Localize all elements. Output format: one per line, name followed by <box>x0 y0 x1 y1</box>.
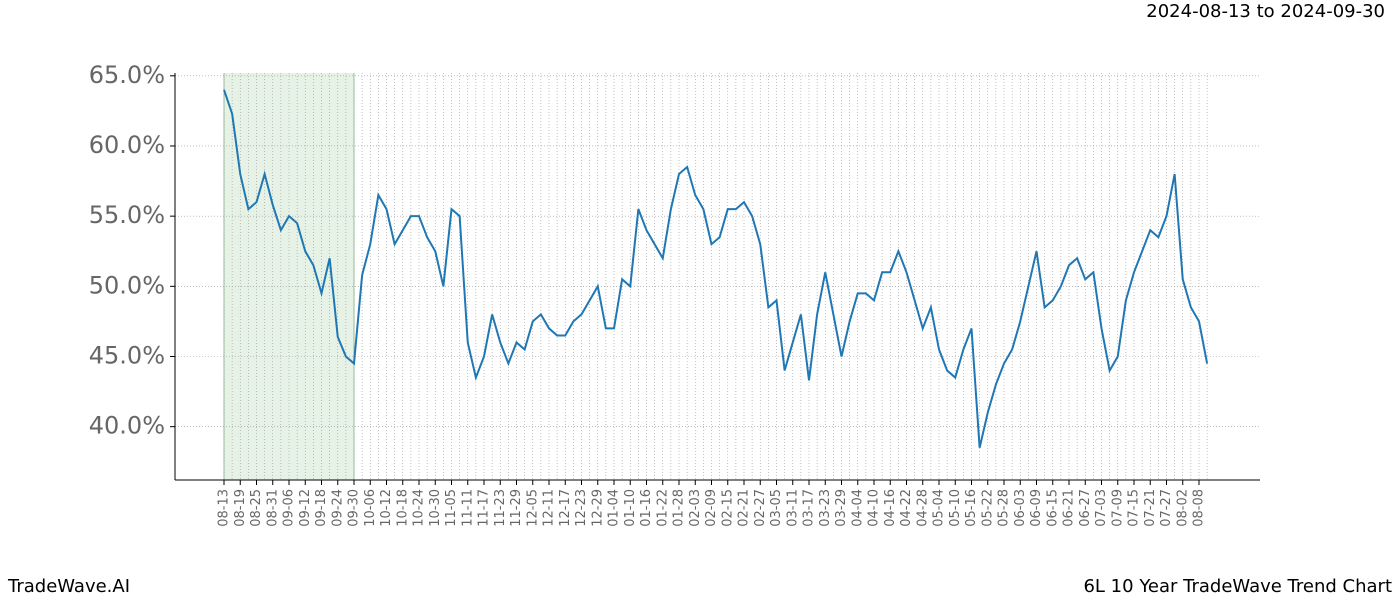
x-tick-label: 06-21 <box>1062 489 1077 527</box>
y-tick-label: 40.0% <box>89 412 165 440</box>
x-tick-label: 04-28 <box>915 489 930 527</box>
x-tick-label: 12-05 <box>525 489 540 527</box>
x-tick-label: 11-23 <box>493 489 508 527</box>
x-tick-label: 08-13 <box>217 489 232 527</box>
x-tick-label: 08-08 <box>1192 489 1207 527</box>
x-tick-label: 01-04 <box>607 489 622 527</box>
x-tick-label: 04-22 <box>899 489 914 527</box>
x-tick-label: 07-21 <box>1143 489 1158 527</box>
x-tick-label: 07-15 <box>1127 489 1142 527</box>
x-tick-label: 12-29 <box>590 489 605 527</box>
x-tick-label: 10-18 <box>395 489 410 527</box>
x-tick-label: 07-09 <box>1110 489 1125 527</box>
x-tick-label: 09-06 <box>282 489 297 527</box>
x-tick-label: 07-27 <box>1159 489 1174 527</box>
x-tick-label: 02-03 <box>688 489 703 527</box>
footer-brand: TradeWave.AI <box>7 576 130 597</box>
x-tick-label: 12-17 <box>558 489 573 527</box>
x-tick-label: 01-22 <box>655 489 670 527</box>
x-tick-label: 11-29 <box>509 489 524 527</box>
x-tick-label: 05-22 <box>980 489 995 527</box>
x-tick-label: 12-23 <box>574 489 589 527</box>
x-tick-label: 08-02 <box>1175 489 1190 527</box>
x-tick-label: 02-09 <box>704 489 719 527</box>
x-tick-label: 09-24 <box>330 489 345 527</box>
x-tick-label: 05-16 <box>964 489 979 527</box>
y-tick-label: 60.0% <box>89 131 165 159</box>
x-tick-label: 06-15 <box>1045 489 1060 527</box>
x-tick-label: 03-29 <box>834 489 849 527</box>
x-tick-label: 01-16 <box>639 489 654 527</box>
x-tick-label: 05-28 <box>997 489 1012 527</box>
x-tick-label: 01-28 <box>672 489 687 527</box>
x-tick-label: 01-10 <box>623 489 638 527</box>
chart-title: 2024-08-13 to 2024-09-30 <box>1146 1 1385 22</box>
x-tick-label: 08-25 <box>249 489 264 527</box>
x-tick-label: 07-03 <box>1094 489 1109 527</box>
x-tick-label: 03-17 <box>802 489 817 527</box>
x-tick-label: 04-10 <box>867 489 882 527</box>
x-tick-label: 11-17 <box>477 489 492 527</box>
x-tick-label: 09-12 <box>298 489 313 527</box>
x-tick-label: 02-15 <box>720 489 735 527</box>
x-tick-label: 02-27 <box>753 489 768 527</box>
x-tick-label: 03-05 <box>769 489 784 527</box>
x-tick-label: 10-12 <box>379 489 394 527</box>
x-tick-label: 08-31 <box>265 489 280 527</box>
x-tick-label: 10-24 <box>412 489 427 527</box>
y-tick-label: 50.0% <box>89 271 165 299</box>
x-tick-label: 06-27 <box>1078 489 1093 527</box>
x-tick-label: 10-06 <box>363 489 378 527</box>
x-tick-label: 04-04 <box>850 489 865 527</box>
x-tick-label: 03-11 <box>785 489 800 527</box>
x-tick-label: 05-04 <box>932 489 947 527</box>
y-tick-label: 65.0% <box>89 61 165 89</box>
x-tick-label: 05-10 <box>948 489 963 527</box>
y-tick-label: 55.0% <box>89 201 165 229</box>
x-tick-label: 03-23 <box>818 489 833 527</box>
footer-caption: 6L 10 Year TradeWave Trend Chart <box>1083 576 1392 597</box>
x-tick-label: 11-11 <box>460 489 475 527</box>
trend-line <box>223 89 1209 448</box>
x-tick-label: 12-11 <box>542 489 557 527</box>
x-tick-label: 09-30 <box>347 489 362 527</box>
x-tick-label: 04-16 <box>883 489 898 527</box>
x-tick-label: 10-30 <box>428 489 443 527</box>
x-tick-label: 06-09 <box>1029 489 1044 527</box>
x-tick-label: 08-19 <box>233 489 248 527</box>
y-tick-label: 45.0% <box>89 341 165 369</box>
x-tick-label: 09-18 <box>314 489 329 527</box>
x-tick-label: 06-03 <box>1013 489 1028 527</box>
x-tick-label: 11-05 <box>444 489 459 527</box>
x-tick-label: 02-21 <box>737 489 752 527</box>
